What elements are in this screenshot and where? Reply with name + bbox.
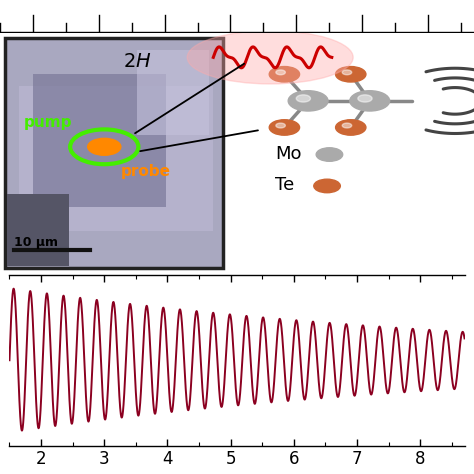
Circle shape — [350, 91, 390, 111]
Circle shape — [288, 91, 328, 111]
Circle shape — [342, 123, 352, 128]
Circle shape — [269, 66, 300, 82]
Bar — [7, 194, 69, 266]
Text: probe: probe — [121, 164, 171, 179]
Bar — [137, 50, 209, 135]
FancyBboxPatch shape — [5, 38, 223, 268]
Text: 10 μm: 10 μm — [14, 236, 58, 249]
Text: $2H$: $2H$ — [123, 53, 152, 71]
Circle shape — [296, 95, 310, 102]
Bar — [19, 86, 213, 231]
Circle shape — [342, 70, 352, 75]
Circle shape — [269, 120, 300, 135]
Circle shape — [276, 70, 285, 75]
Bar — [33, 74, 166, 207]
Circle shape — [316, 148, 343, 161]
Circle shape — [314, 179, 340, 193]
Circle shape — [336, 120, 366, 135]
Text: Mo: Mo — [275, 145, 301, 163]
Circle shape — [88, 138, 121, 155]
Circle shape — [336, 66, 366, 82]
Text: Te: Te — [275, 176, 294, 194]
Circle shape — [276, 123, 285, 128]
Circle shape — [358, 95, 372, 102]
Text: pump: pump — [24, 116, 72, 130]
Ellipse shape — [187, 31, 353, 84]
